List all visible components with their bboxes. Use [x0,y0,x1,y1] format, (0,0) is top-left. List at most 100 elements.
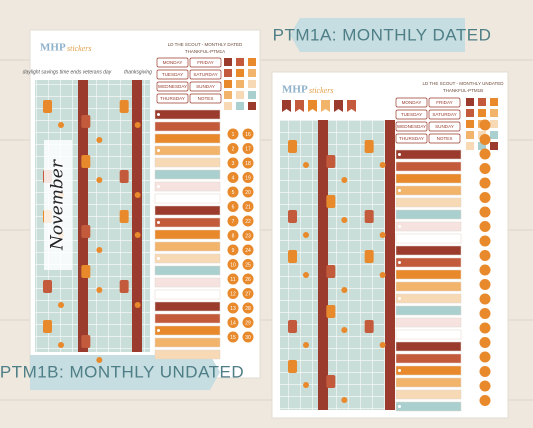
date-circle [227,302,239,314]
boot-icon [43,320,52,333]
tag-text: PTM1B: MONTHLY UNDATED [0,362,244,381]
leaf-icon [341,217,348,223]
leaf-icon [341,397,348,403]
boot-icon [288,320,297,333]
bar-dot [398,189,401,192]
label-bar [154,169,221,180]
dot-sticker [479,206,491,218]
bar-dot [157,149,160,152]
date-circle [242,128,254,140]
date-number: 23 [245,233,251,239]
date-circle [242,273,254,285]
dot-sticker [479,192,491,203]
boot-icon [81,335,91,348]
label-bar [395,377,462,388]
logo: MHP [282,84,308,96]
date-circle [227,186,239,198]
square-sticker [236,58,244,66]
bar-dot [157,113,160,116]
boot-icon [364,140,374,153]
date-circle [242,215,254,227]
date-number: 27 [245,291,251,297]
leaf-icon [134,302,141,308]
day-label [395,97,428,108]
sheet-title: LD THE SCOUT - MONTHLY UNDATED [422,81,504,86]
stripe [78,80,88,352]
square-sticker [248,58,256,66]
date-circle [242,143,254,154]
boot-icon [43,100,52,113]
date-number: 14 [230,320,236,326]
square-sticker [236,69,244,77]
square-sticker [466,98,474,106]
label-bar [395,329,462,340]
boot-icon [81,265,91,278]
date-number: 15 [230,335,236,341]
label-bar [154,289,221,300]
logo-sub: stickers [67,44,91,53]
dot-sticker [479,134,491,145]
leaf-icon [134,232,141,238]
tag-undated [30,355,220,390]
square-sticker [224,102,232,110]
dot-sticker [479,308,491,319]
leaf-icon [341,327,348,333]
bar-dot [157,329,160,332]
sheet-code: THANKFUL-PTM1A [185,49,225,54]
label-bar [395,293,462,304]
dot-sticker [479,177,491,189]
label-bar [395,245,462,256]
square-sticker [236,80,244,88]
dot-sticker [479,119,491,131]
day-label [395,121,428,132]
leaf-icon [341,177,348,183]
leaf-icon [96,137,103,143]
day-label [189,57,222,68]
date-circle [242,259,254,270]
boot-icon [43,280,52,293]
boot-icon [326,155,336,168]
label-bar [154,157,221,168]
bar-dot [157,257,160,260]
bar-dot [157,185,160,188]
date-circle [242,288,254,299]
boot-icon [326,305,336,318]
boot-icon [326,265,336,278]
tag-dated [290,18,465,52]
tag-text: PTM1A: MONTHLY DATED [273,25,492,44]
label-bar [154,109,221,120]
label-bar [154,253,221,264]
dot-sticker [479,221,491,232]
date-circle [227,201,239,212]
day-text: SATURDAY [193,72,217,77]
boot-icon [119,100,129,113]
label-bar [154,193,221,204]
label-bar [395,257,462,268]
boot-icon [119,210,129,223]
label-bar [395,197,462,208]
label-bar [154,133,221,144]
date-circle [227,157,239,169]
boot-icon [326,375,336,388]
label-bar [395,269,462,280]
date-number: 6 [232,204,235,210]
square-sticker [236,91,244,99]
date-number: 21 [245,204,251,210]
label-bar [395,365,462,376]
leaf-icon [379,232,386,238]
square-sticker [224,80,232,88]
bar-dot [398,297,401,300]
day-label [428,97,461,108]
date-circle [227,259,239,270]
day-text: SATURDAY [432,112,456,117]
square-sticker [490,109,498,117]
day-text: SUNDAY [435,124,454,129]
leaf-icon [379,342,386,348]
day-label [395,133,428,144]
logo-sub: stickers [309,86,333,95]
date-circle [242,331,254,343]
square-sticker [478,98,486,106]
date-circle [227,172,239,183]
day-label [428,121,461,132]
square-sticker [466,109,474,117]
